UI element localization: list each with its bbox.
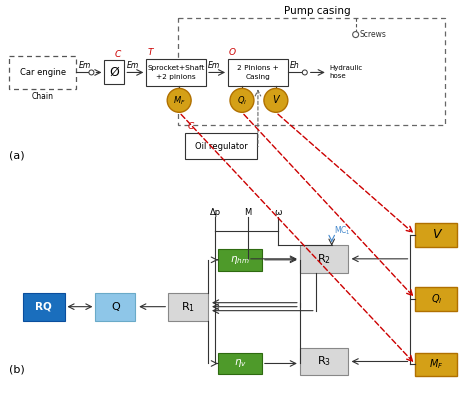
Text: Car engine: Car engine	[20, 68, 66, 77]
Text: $\eta_v$: $\eta_v$	[234, 357, 247, 369]
Bar	[22, 293, 65, 321]
Text: 2 Pinions +: 2 Pinions +	[237, 65, 279, 72]
Text: Sprocket+Shaft: Sprocket+Shaft	[147, 65, 205, 72]
Text: $Q_l$: $Q_l$	[237, 94, 247, 106]
Bar	[218, 352, 262, 374]
Circle shape	[302, 70, 307, 75]
Text: Pump casing: Pump casing	[285, 6, 351, 16]
Text: R$_2$: R$_2$	[317, 252, 331, 266]
Text: Screws: Screws	[359, 30, 387, 39]
Text: Em: Em	[126, 61, 139, 70]
Text: Casing: Casing	[246, 74, 271, 80]
Text: M: M	[244, 208, 252, 218]
Bar	[146, 59, 206, 87]
Text: (b): (b)	[9, 364, 24, 374]
Text: V: V	[432, 228, 441, 241]
Circle shape	[167, 89, 191, 112]
Circle shape	[89, 70, 94, 75]
Text: T: T	[147, 47, 153, 57]
Text: Em: Em	[208, 61, 220, 70]
Circle shape	[264, 89, 288, 112]
Bar	[300, 347, 348, 375]
Text: RQ: RQ	[35, 302, 52, 312]
Text: hose: hose	[330, 74, 346, 79]
Text: $\eta_{hm}$: $\eta_{hm}$	[230, 254, 250, 266]
Text: Eh: Eh	[290, 61, 300, 70]
Text: ω: ω	[274, 208, 282, 218]
Bar	[228, 59, 288, 87]
Bar	[416, 223, 457, 247]
Text: R$_1$: R$_1$	[181, 300, 195, 314]
Text: +2 pinions: +2 pinions	[156, 74, 196, 80]
Text: Q: Q	[111, 302, 120, 312]
Text: $M_F$: $M_F$	[429, 358, 444, 371]
Text: C: C	[114, 50, 120, 59]
Text: V: V	[272, 95, 279, 105]
Text: MC$_1$: MC$_1$	[334, 224, 351, 237]
Text: Hydraulic: Hydraulic	[330, 65, 363, 72]
Bar	[416, 352, 457, 376]
Text: Oil regulator: Oil regulator	[195, 142, 248, 151]
Bar	[168, 293, 208, 321]
Text: $Q_l$: $Q_l$	[431, 292, 442, 306]
Bar	[185, 133, 257, 159]
Bar	[300, 245, 348, 273]
Text: C: C	[188, 122, 194, 131]
Text: (a): (a)	[9, 150, 24, 160]
Bar	[104, 60, 124, 84]
Text: O: O	[228, 47, 235, 57]
Text: Em: Em	[79, 61, 91, 70]
Circle shape	[353, 32, 358, 37]
Text: $M_F$: $M_F$	[173, 94, 185, 106]
Text: Ø: Ø	[110, 66, 119, 79]
Text: R$_3$: R$_3$	[317, 354, 331, 369]
Text: Δp: Δp	[210, 208, 220, 218]
Circle shape	[230, 89, 254, 112]
Bar	[178, 17, 446, 125]
Bar	[9, 55, 76, 89]
Bar	[95, 293, 135, 321]
Text: Chain: Chain	[31, 92, 53, 102]
Bar	[416, 287, 457, 311]
Bar	[218, 249, 262, 271]
